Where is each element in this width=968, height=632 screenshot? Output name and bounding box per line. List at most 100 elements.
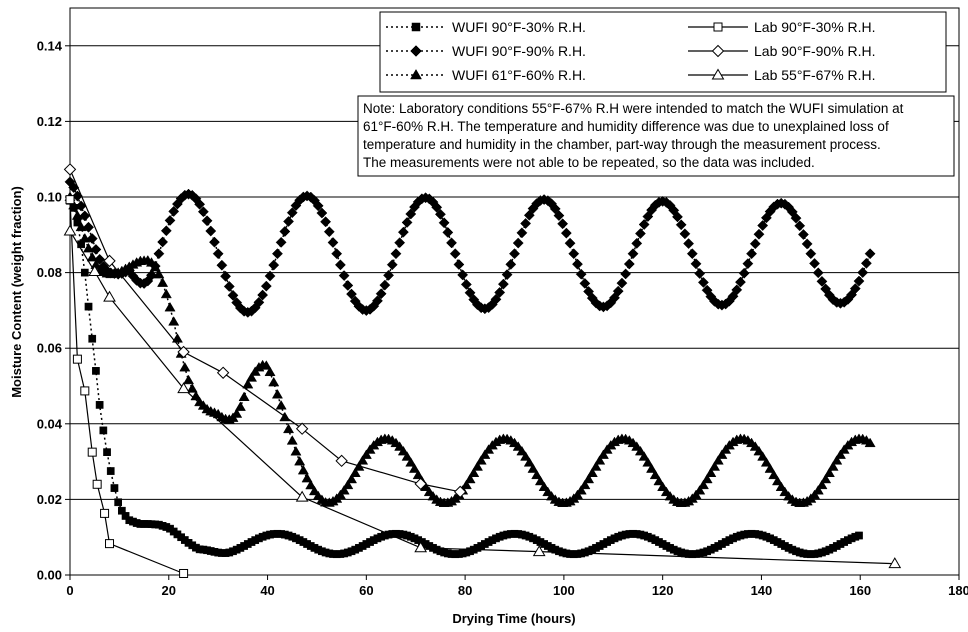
data-point — [579, 277, 591, 289]
data-point — [95, 401, 104, 409]
data-point — [80, 268, 89, 277]
data-point — [434, 208, 446, 220]
data-point — [753, 445, 765, 456]
data-point — [220, 270, 232, 282]
data-point — [468, 467, 480, 478]
data-point — [253, 296, 265, 308]
legend-label: Lab 90°F-30% R.H. — [754, 19, 876, 35]
data-point — [672, 211, 683, 223]
data-point — [164, 214, 176, 226]
x-tick-label: 20 — [162, 583, 176, 598]
data-point — [405, 457, 417, 467]
data-point — [234, 401, 246, 411]
data-point — [397, 226, 409, 238]
legend-entry: Lab 90°F-90% R.H. — [688, 43, 876, 59]
data-point — [342, 279, 354, 291]
legend-label: Lab 55°F-67% R.H. — [754, 67, 876, 83]
data-point — [63, 224, 77, 236]
data-point — [411, 22, 421, 32]
data-point — [383, 269, 395, 281]
x-tick-label: 100 — [553, 583, 575, 598]
data-point — [342, 479, 354, 490]
data-point — [853, 275, 865, 287]
data-point — [497, 278, 509, 290]
data-point — [597, 449, 609, 459]
data-point — [746, 248, 758, 260]
legend-items: WUFI 90°F-30% R.H. Lab 90°F-30% R.H. WUFI … — [386, 19, 876, 83]
data-point — [275, 236, 287, 248]
data-point — [394, 237, 406, 249]
data-point — [490, 293, 502, 305]
data-point — [557, 218, 569, 230]
series-5 — [63, 224, 902, 569]
data-point — [268, 259, 280, 271]
data-point — [100, 508, 110, 518]
data-point — [849, 283, 861, 295]
data-point — [82, 242, 95, 253]
data-point — [834, 449, 847, 459]
data-point — [177, 382, 190, 394]
data-point — [114, 498, 123, 507]
legend-entry: Lab 90°F-30% R.H. — [688, 19, 876, 35]
data-point — [346, 288, 357, 300]
data-point — [86, 233, 98, 245]
data-point — [295, 422, 309, 435]
data-point — [634, 228, 646, 240]
data-point — [179, 568, 189, 578]
data-point — [194, 198, 206, 210]
data-point — [63, 163, 77, 176]
data-point — [216, 259, 228, 271]
data-point — [794, 220, 806, 232]
data-point — [753, 228, 765, 240]
data-point — [88, 334, 97, 343]
data-point — [80, 386, 90, 396]
data-point — [86, 251, 98, 262]
legend: WUFI 90°F-30% R.H. Lab 90°F-30% R.H. WUFI … — [379, 11, 947, 93]
data-point — [168, 316, 180, 326]
x-tick-label: 0 — [66, 583, 73, 598]
data-point — [583, 473, 595, 484]
x-tick-label: 120 — [652, 583, 674, 598]
data-point — [801, 238, 813, 250]
data-point — [757, 220, 769, 231]
legend-entry: WUFI 90°F-90% R.H. — [386, 43, 586, 59]
series-line — [69, 199, 184, 575]
data-point — [106, 467, 115, 475]
data-point — [579, 479, 591, 490]
data-point — [634, 445, 646, 456]
data-point — [631, 237, 643, 249]
data-point — [712, 455, 724, 465]
data-point — [694, 485, 706, 495]
data-point — [464, 473, 476, 484]
data-point — [257, 289, 269, 301]
y-tick-label: 0.12 — [37, 114, 62, 129]
data-point — [460, 278, 472, 290]
data-point — [627, 248, 639, 260]
data-point — [855, 531, 863, 540]
data-point — [223, 280, 235, 292]
y-tick-label: 0.04 — [37, 416, 63, 431]
x-tick-label: 180 — [948, 583, 968, 598]
data-point — [653, 475, 665, 486]
data-point — [294, 455, 306, 466]
data-point — [72, 354, 82, 364]
data-point — [271, 248, 283, 260]
data-point — [153, 268, 165, 279]
data-point — [749, 238, 761, 250]
data-point — [649, 469, 661, 480]
data-point — [679, 228, 691, 240]
data-point — [405, 208, 417, 220]
x-tick-label: 40 — [260, 583, 274, 598]
data-point — [79, 210, 91, 222]
data-point — [431, 201, 443, 213]
data-point — [264, 270, 276, 282]
data-point — [831, 455, 843, 465]
data-point — [397, 445, 409, 456]
data-point — [475, 455, 487, 465]
data-point — [205, 225, 217, 237]
data-point — [697, 276, 709, 288]
data-point — [160, 225, 172, 237]
data-point — [157, 236, 169, 248]
legend-label: WUFI 61°F-60% R.H. — [452, 67, 586, 83]
